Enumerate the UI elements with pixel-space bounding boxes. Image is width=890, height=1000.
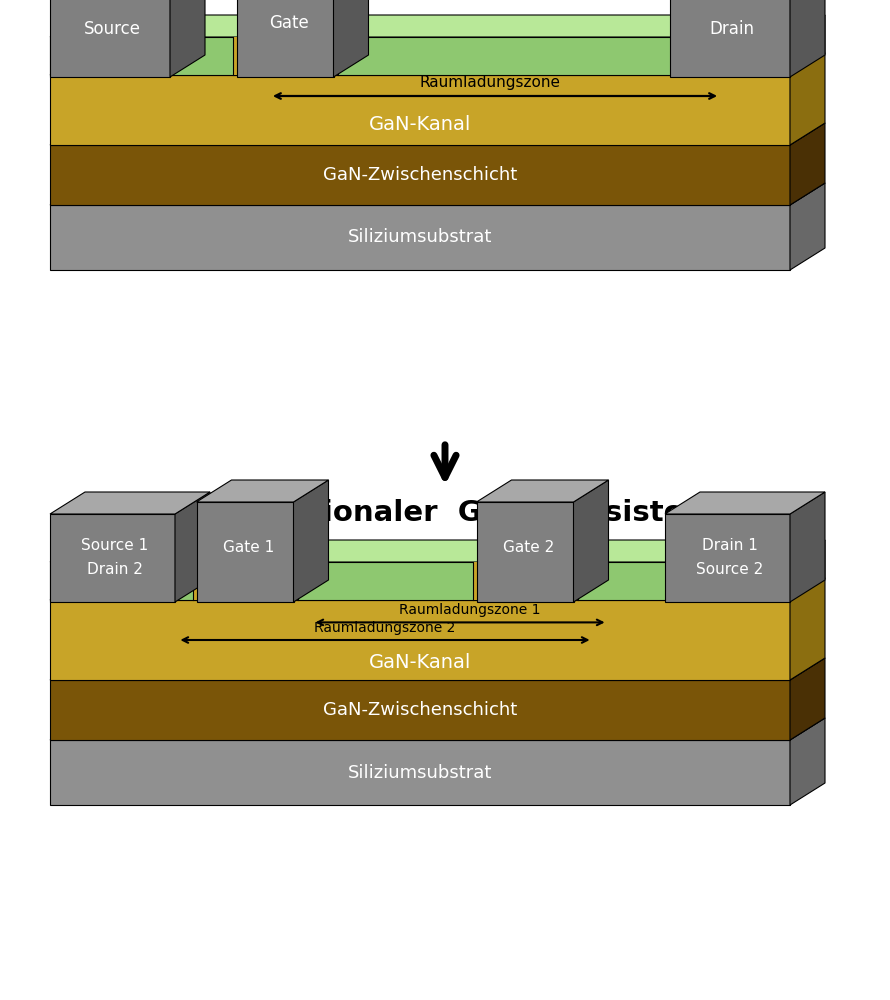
Text: GaN-Kanal: GaN-Kanal bbox=[368, 653, 471, 672]
Polygon shape bbox=[790, 0, 825, 77]
Polygon shape bbox=[50, 600, 790, 680]
Text: Drain 2: Drain 2 bbox=[86, 562, 142, 578]
Polygon shape bbox=[665, 492, 825, 514]
Text: Drain 1: Drain 1 bbox=[701, 538, 757, 554]
Polygon shape bbox=[50, 562, 790, 600]
Polygon shape bbox=[294, 480, 328, 602]
Polygon shape bbox=[50, 492, 210, 514]
Polygon shape bbox=[334, 0, 368, 77]
Polygon shape bbox=[790, 15, 825, 75]
Text: Drain: Drain bbox=[709, 20, 755, 38]
Polygon shape bbox=[50, 15, 825, 37]
Text: Gate: Gate bbox=[269, 14, 309, 32]
Text: GaN-Kanal: GaN-Kanal bbox=[368, 114, 471, 133]
Polygon shape bbox=[50, 123, 825, 145]
Text: Siliziumsubstrat: Siliziumsubstrat bbox=[348, 229, 492, 246]
Text: Unidirektionaler  GaN-Transistor: Unidirektionaler GaN-Transistor bbox=[181, 16, 709, 44]
Text: GaN-Zwischenschicht: GaN-Zwischenschicht bbox=[323, 701, 517, 719]
Polygon shape bbox=[790, 53, 825, 145]
Polygon shape bbox=[573, 480, 609, 602]
Polygon shape bbox=[50, 53, 825, 75]
Polygon shape bbox=[790, 718, 825, 805]
Polygon shape bbox=[192, 562, 297, 600]
Polygon shape bbox=[790, 183, 825, 270]
Text: Bidirektionaler  GaN-Transistor: Bidirektionaler GaN-Transistor bbox=[192, 499, 698, 527]
Polygon shape bbox=[50, 718, 825, 740]
Polygon shape bbox=[50, 37, 790, 75]
Polygon shape bbox=[50, 145, 790, 205]
Polygon shape bbox=[50, 0, 170, 77]
Text: GaN-Zwischenschicht: GaN-Zwischenschicht bbox=[323, 166, 517, 184]
Text: Raumladungszone 2: Raumladungszone 2 bbox=[314, 621, 456, 635]
Polygon shape bbox=[790, 492, 825, 602]
Polygon shape bbox=[50, 540, 825, 562]
Text: Source 1: Source 1 bbox=[81, 538, 148, 554]
Polygon shape bbox=[790, 123, 825, 205]
Polygon shape bbox=[197, 480, 328, 502]
Text: Siliziumsubstrat: Siliziumsubstrat bbox=[348, 764, 492, 782]
Polygon shape bbox=[476, 480, 609, 502]
Polygon shape bbox=[50, 740, 790, 805]
Polygon shape bbox=[50, 658, 825, 680]
Polygon shape bbox=[50, 680, 790, 740]
Polygon shape bbox=[197, 502, 294, 602]
Text: Gate 1: Gate 1 bbox=[223, 540, 275, 556]
Text: Gate 2: Gate 2 bbox=[504, 540, 554, 556]
Polygon shape bbox=[50, 514, 175, 602]
Text: Source 2: Source 2 bbox=[696, 562, 763, 578]
Text: Source: Source bbox=[84, 20, 141, 38]
Text: Raumladungszone: Raumladungszone bbox=[419, 75, 561, 90]
Polygon shape bbox=[237, 0, 334, 77]
Polygon shape bbox=[473, 562, 578, 600]
Text: Raumladungszone 1: Raumladungszone 1 bbox=[400, 603, 541, 617]
Polygon shape bbox=[790, 658, 825, 740]
Polygon shape bbox=[50, 183, 825, 205]
Polygon shape bbox=[50, 75, 790, 145]
Polygon shape bbox=[175, 492, 210, 602]
Polygon shape bbox=[50, 578, 825, 600]
Polygon shape bbox=[232, 37, 337, 75]
Polygon shape bbox=[476, 502, 573, 602]
Polygon shape bbox=[170, 0, 205, 77]
Polygon shape bbox=[790, 578, 825, 680]
Polygon shape bbox=[665, 514, 790, 602]
Polygon shape bbox=[790, 540, 825, 600]
Polygon shape bbox=[50, 205, 790, 270]
Polygon shape bbox=[670, 0, 790, 77]
